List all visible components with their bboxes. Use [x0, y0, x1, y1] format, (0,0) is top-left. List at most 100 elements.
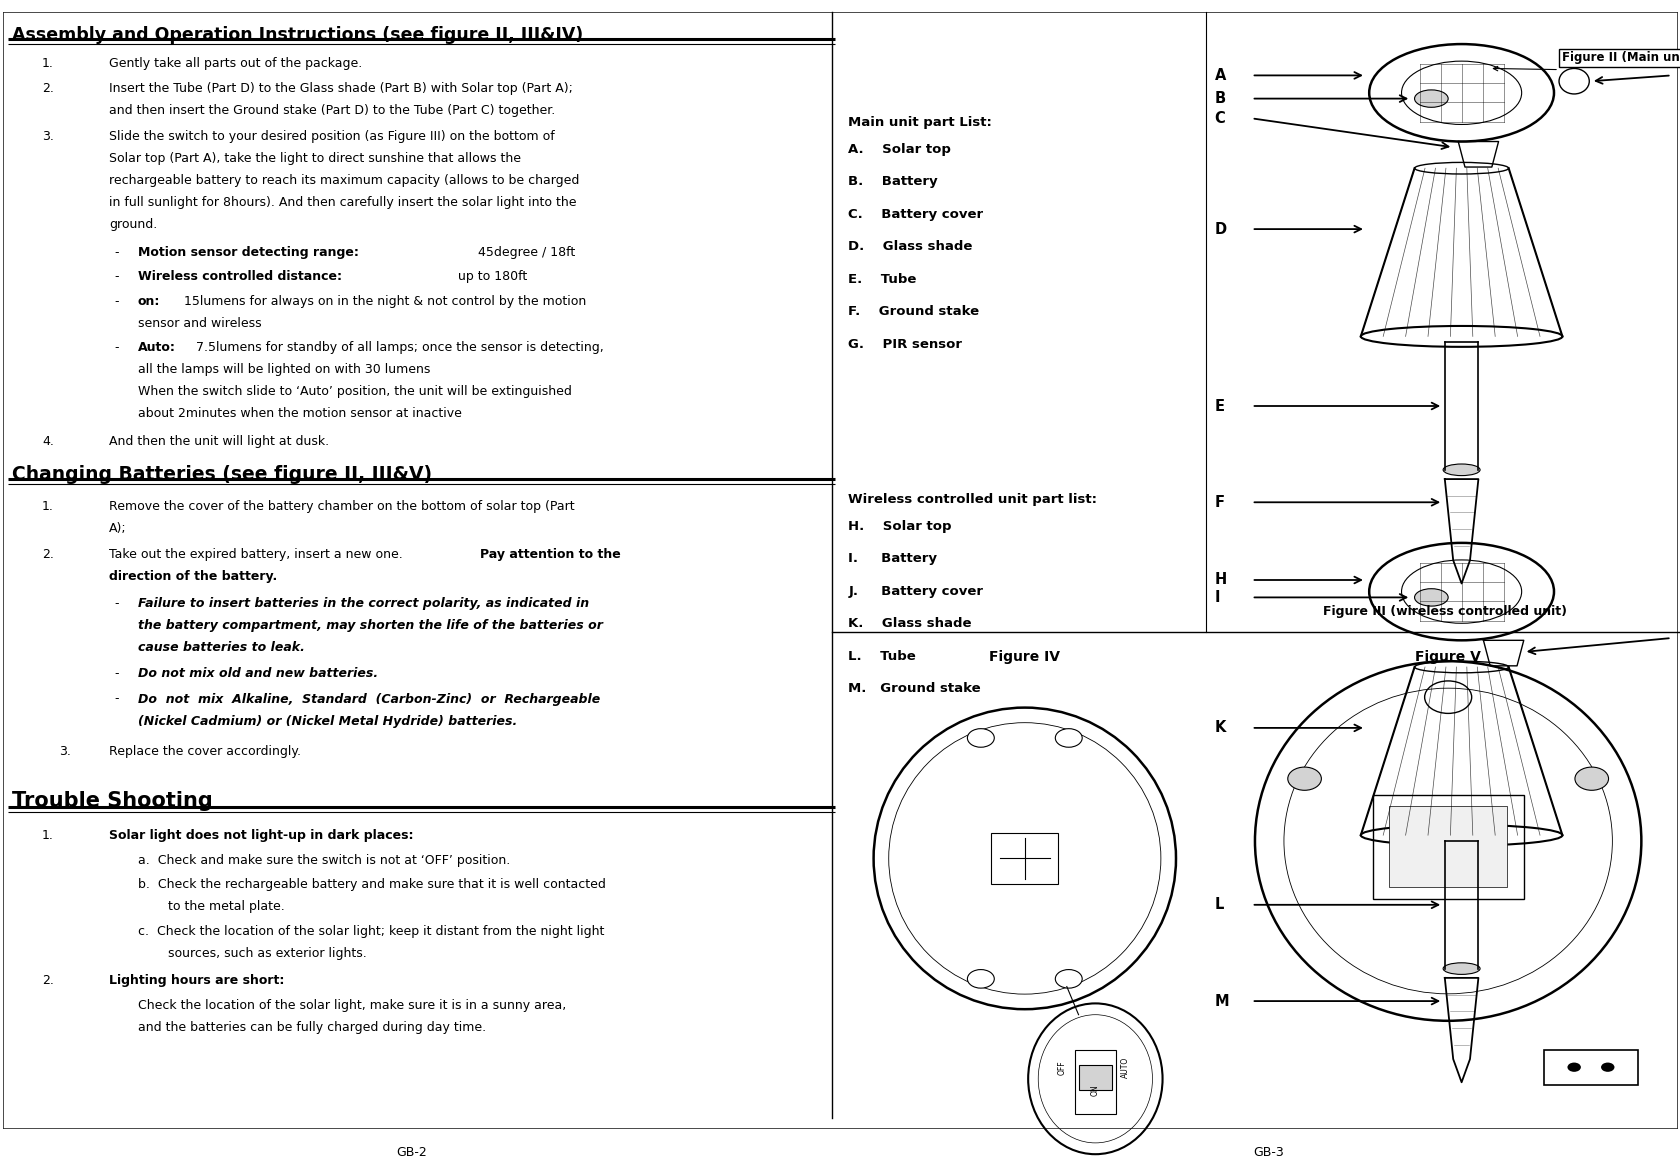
Text: G.    PIR sensor: G. PIR sensor	[848, 338, 963, 350]
Ellipse shape	[1443, 963, 1480, 974]
Text: 1.: 1.	[42, 829, 54, 842]
Text: AUTO: AUTO	[1121, 1057, 1131, 1078]
Text: -: -	[114, 295, 119, 307]
Text: 7.5lumens for standby of all lamps; once the sensor is detecting,: 7.5lumens for standby of all lamps; once…	[192, 341, 603, 354]
Text: b.  Check the rechargeable battery and make sure that it is well contacted: b. Check the rechargeable battery and ma…	[138, 878, 605, 891]
Text: B: B	[1215, 92, 1226, 106]
Text: C.    Battery cover: C. Battery cover	[848, 208, 983, 220]
Bar	[1389, 806, 1507, 887]
Text: -: -	[114, 246, 119, 259]
Text: cause batteries to leak.: cause batteries to leak.	[138, 641, 304, 654]
Circle shape	[968, 728, 995, 747]
Bar	[1544, 1050, 1638, 1085]
Circle shape	[1601, 1063, 1614, 1072]
Text: 2.: 2.	[42, 82, 54, 95]
Text: Figure II (Main unit): Figure II (Main unit)	[1562, 51, 1680, 65]
Text: M.   Ground stake: M. Ground stake	[848, 682, 981, 695]
Text: Replace the cover accordingly.: Replace the cover accordingly.	[109, 745, 301, 757]
Text: the battery compartment, may shorten the life of the batteries or: the battery compartment, may shorten the…	[138, 619, 603, 632]
Text: 3.: 3.	[59, 745, 71, 757]
Text: ground.: ground.	[109, 218, 158, 231]
Text: GB-3: GB-3	[1253, 1146, 1284, 1159]
Text: ON: ON	[1090, 1085, 1100, 1096]
Ellipse shape	[1415, 588, 1448, 606]
Circle shape	[1567, 1063, 1581, 1072]
Text: Figure V: Figure V	[1415, 650, 1482, 664]
Text: -: -	[114, 341, 119, 354]
Text: Insert the Tube (Part D) to the Glass shade (Part B) with Solar top (Part A);: Insert the Tube (Part D) to the Glass sh…	[109, 82, 573, 95]
Text: direction of the battery.: direction of the battery.	[109, 570, 277, 582]
Text: E.    Tube: E. Tube	[848, 273, 917, 285]
Text: Main unit part List:: Main unit part List:	[848, 116, 993, 129]
Text: K.    Glass shade: K. Glass shade	[848, 617, 973, 630]
Text: Pay attention to the: Pay attention to the	[480, 548, 622, 560]
Text: B.    Battery: B. Battery	[848, 175, 937, 188]
Text: Solar top (Part A), take the light to direct sunshine that allows the: Solar top (Part A), take the light to di…	[109, 152, 521, 165]
Text: A);: A);	[109, 522, 126, 535]
Text: D: D	[1215, 222, 1226, 237]
Bar	[1373, 795, 1524, 899]
Text: on:: on:	[138, 295, 160, 307]
Text: -: -	[114, 667, 119, 680]
Text: (Nickel Cadmium) or (Nickel Metal Hydride) batteries.: (Nickel Cadmium) or (Nickel Metal Hydrid…	[138, 715, 517, 727]
Text: A.    Solar top: A. Solar top	[848, 143, 951, 155]
Circle shape	[1289, 767, 1322, 790]
Text: about 2minutes when the motion sensor at inactive: about 2minutes when the motion sensor at…	[138, 407, 462, 420]
Text: Gently take all parts out of the package.: Gently take all parts out of the package…	[109, 57, 363, 70]
Text: C: C	[1215, 111, 1225, 125]
Bar	[991, 833, 1058, 884]
Text: sources, such as exterior lights.: sources, such as exterior lights.	[168, 947, 366, 959]
Text: Do not mix old and new batteries.: Do not mix old and new batteries.	[138, 667, 378, 680]
Text: Check the location of the solar light, make sure it is in a sunny area,: Check the location of the solar light, m…	[138, 999, 566, 1012]
Text: M: M	[1215, 994, 1230, 1008]
Text: When the switch slide to ‘Auto’ position, the unit will be extinguished: When the switch slide to ‘Auto’ position…	[138, 385, 571, 398]
Text: 4.: 4.	[42, 435, 54, 448]
Text: Lighting hours are short:: Lighting hours are short:	[109, 974, 284, 987]
Text: Slide the switch to your desired position (as Figure III) on the bottom of: Slide the switch to your desired positio…	[109, 130, 554, 143]
Text: E: E	[1215, 399, 1225, 413]
Text: Take out the expired battery, insert a new one.: Take out the expired battery, insert a n…	[109, 548, 407, 560]
Text: c.  Check the location of the solar light; keep it distant from the night light: c. Check the location of the solar light…	[138, 925, 605, 937]
Circle shape	[968, 970, 995, 988]
Text: A: A	[1215, 68, 1226, 82]
Text: K: K	[1215, 720, 1226, 735]
Text: 3.: 3.	[42, 130, 54, 143]
Text: Figure III (wireless controlled unit): Figure III (wireless controlled unit)	[1322, 606, 1567, 618]
Circle shape	[1574, 767, 1608, 790]
Text: 1.: 1.	[42, 500, 54, 513]
Text: -: -	[114, 693, 119, 705]
Text: -: -	[114, 270, 119, 283]
Text: Motion sensor detecting range:: Motion sensor detecting range:	[138, 246, 358, 259]
Text: rechargeable battery to reach its maximum capacity (allows to be charged: rechargeable battery to reach its maximu…	[109, 174, 580, 187]
Text: Figure IV: Figure IV	[990, 650, 1060, 664]
Text: Do  not  mix  Alkaline,  Standard  (Carbon-Zinc)  or  Rechargeable: Do not mix Alkaline, Standard (Carbon-Zi…	[138, 693, 600, 705]
Bar	[1079, 1065, 1112, 1090]
Text: OFF: OFF	[1057, 1060, 1067, 1074]
Text: -: -	[114, 597, 119, 610]
Text: F: F	[1215, 495, 1225, 509]
Text: H.    Solar top: H. Solar top	[848, 520, 953, 532]
Text: and then insert the Ground stake (Part D) to the Tube (Part C) together.: and then insert the Ground stake (Part D…	[109, 104, 556, 117]
Text: 2.: 2.	[42, 548, 54, 560]
Circle shape	[1055, 728, 1082, 747]
Circle shape	[1055, 970, 1082, 988]
Text: 45degree / 18ft: 45degree / 18ft	[474, 246, 575, 259]
Text: Wireless controlled distance:: Wireless controlled distance:	[138, 270, 341, 283]
Text: up to 180ft: up to 180ft	[454, 270, 528, 283]
Text: Wireless controlled unit part list:: Wireless controlled unit part list:	[848, 493, 1097, 506]
Text: 2.: 2.	[42, 974, 54, 987]
Text: in full sunlight for 8hours). And then carefully insert the solar light into the: in full sunlight for 8hours). And then c…	[109, 196, 576, 209]
Text: L: L	[1215, 898, 1225, 912]
Text: Trouble Shooting: Trouble Shooting	[12, 791, 212, 811]
Text: I.     Battery: I. Battery	[848, 552, 937, 565]
Text: Assembly and Operation Instructions (see figure II, III&IV): Assembly and Operation Instructions (see…	[12, 26, 583, 44]
Text: And then the unit will light at dusk.: And then the unit will light at dusk.	[109, 435, 329, 448]
Text: 15lumens for always on in the night & not control by the motion: 15lumens for always on in the night & no…	[176, 295, 586, 307]
Text: 1.: 1.	[42, 57, 54, 70]
Text: F.    Ground stake: F. Ground stake	[848, 305, 979, 318]
Text: I: I	[1215, 590, 1220, 604]
Text: Remove the cover of the battery chamber on the bottom of solar top (Part: Remove the cover of the battery chamber …	[109, 500, 575, 513]
Text: Solar light does not light-up in dark places:: Solar light does not light-up in dark pl…	[109, 829, 413, 842]
Text: sensor and wireless: sensor and wireless	[138, 317, 262, 329]
Ellipse shape	[1415, 89, 1448, 108]
